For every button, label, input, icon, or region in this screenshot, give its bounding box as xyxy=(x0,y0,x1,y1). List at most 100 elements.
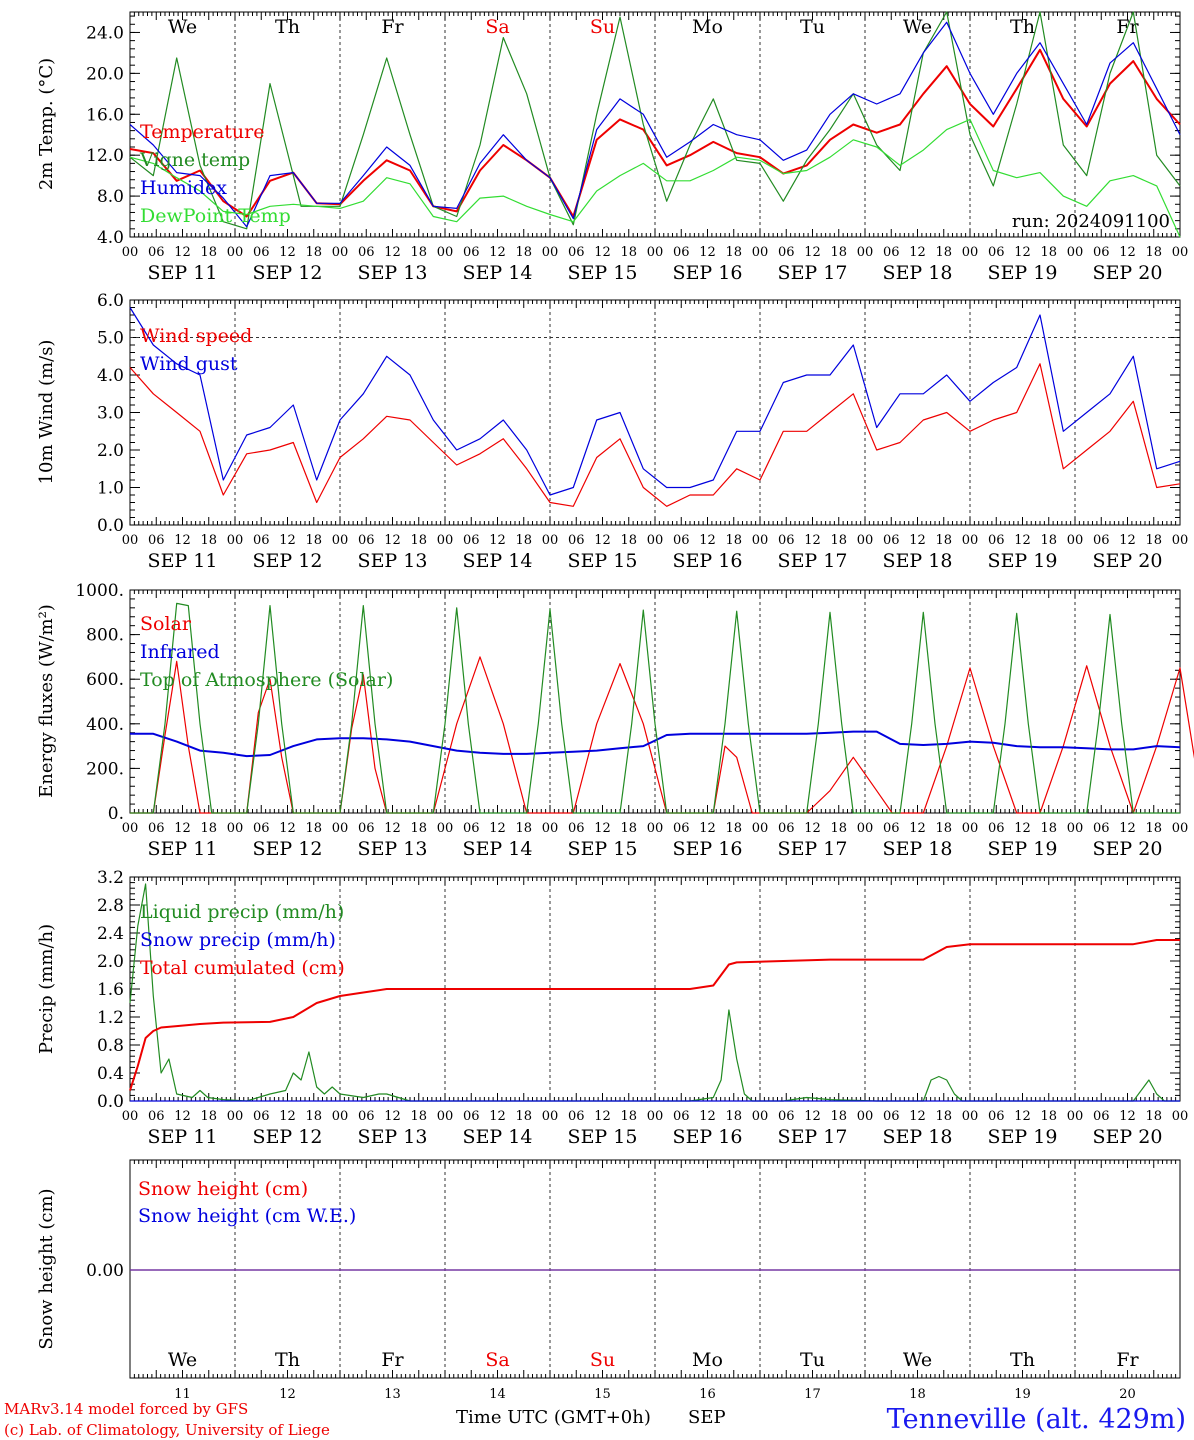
hour-label: 12 xyxy=(909,245,926,260)
hour-label: 00 xyxy=(1067,533,1084,548)
day-name: Tu xyxy=(800,1349,825,1371)
day-number: 20 xyxy=(1119,1387,1136,1402)
day-name: Th xyxy=(1010,1349,1035,1371)
hour-label: 06 xyxy=(988,1109,1005,1124)
date-label: SEP 18 xyxy=(883,262,953,284)
hour-label: 06 xyxy=(568,821,585,836)
hour-label: 18 xyxy=(410,1109,427,1124)
legend-entry: Solar xyxy=(140,613,192,635)
y-axis-label: Energy fluxes (W/m²) xyxy=(36,604,57,798)
hour-label: 00 xyxy=(227,245,244,260)
hour-label: 00 xyxy=(752,245,769,260)
hour-label: 06 xyxy=(778,821,795,836)
footer-model-credit: MARv3.14 model forced by GFS xyxy=(4,1400,248,1418)
series-line xyxy=(129,363,1181,507)
hour-label: 18 xyxy=(305,821,322,836)
hour-label: 12 xyxy=(909,1109,926,1124)
hour-label: 18 xyxy=(620,533,637,548)
hour-label: 18 xyxy=(1145,245,1162,260)
hour-label: 06 xyxy=(463,821,480,836)
hour-label: 00 xyxy=(857,533,874,548)
hour-label: 12 xyxy=(174,533,191,548)
hour-label: 18 xyxy=(1145,1109,1162,1124)
day-name: We xyxy=(903,1349,932,1371)
legend-entry: Humidex xyxy=(140,177,227,199)
date-label: SEP 16 xyxy=(673,1126,743,1148)
hour-label: 06 xyxy=(1093,245,1110,260)
legend-entry: Vigne temp xyxy=(139,149,250,171)
day-number: 15 xyxy=(594,1387,611,1402)
hour-label: 00 xyxy=(332,533,349,548)
date-label: SEP 17 xyxy=(778,838,848,860)
hour-label: 18 xyxy=(410,245,427,260)
hour-label: 12 xyxy=(489,533,506,548)
date-label: SEP 14 xyxy=(463,550,533,572)
day-name: Fr xyxy=(381,1349,404,1371)
legend-entry: DewPoint Temp xyxy=(140,205,291,227)
y-axis-label: 10m Wind (m/s) xyxy=(36,340,57,485)
hour-label: 18 xyxy=(725,533,742,548)
day-number: 11 xyxy=(174,1387,191,1402)
hour-label: 12 xyxy=(174,821,191,836)
y-tick-label: 2.4 xyxy=(97,924,124,944)
hour-label: 00 xyxy=(752,821,769,836)
hour-label: 00 xyxy=(227,821,244,836)
hour-label: 00 xyxy=(227,1109,244,1124)
hour-label: 12 xyxy=(384,533,401,548)
date-label: SEP 12 xyxy=(253,262,323,284)
hour-label: 00 xyxy=(1172,1109,1189,1124)
day-number: 16 xyxy=(699,1387,716,1402)
y-tick-label: 5.0 xyxy=(97,329,124,349)
hour-label: 00 xyxy=(647,245,664,260)
panel-2: 0.0 1.0 2.0 3.0 4.0 5.0 6.0 00 06 12 18 00 06 12 18 00 0… xyxy=(36,291,1188,572)
date-label: SEP 20 xyxy=(1093,262,1163,284)
hour-label: 00 xyxy=(1067,1109,1084,1124)
hour-label: 12 xyxy=(489,821,506,836)
run-annotation: run: 2024091100 xyxy=(1012,211,1170,232)
hour-label: 18 xyxy=(830,533,847,548)
hour-label: 18 xyxy=(1040,245,1057,260)
hour-label: 12 xyxy=(279,1109,296,1124)
day-name: Th xyxy=(275,1349,300,1371)
hour-label: 06 xyxy=(253,533,270,548)
hour-label: 12 xyxy=(699,245,716,260)
series-line xyxy=(130,730,1181,758)
hour-label: 06 xyxy=(358,245,375,260)
legend-entry: Temperature xyxy=(140,121,264,143)
x-axis-month: SEP xyxy=(688,1407,726,1428)
legend-entry: Wind gust xyxy=(140,353,238,375)
hour-label: 00 xyxy=(647,821,664,836)
legend-entry: Snow precip (mm/h) xyxy=(140,929,336,951)
hour-label: 06 xyxy=(673,245,690,260)
hour-label: 12 xyxy=(699,533,716,548)
hour-label: 06 xyxy=(463,245,480,260)
date-label: SEP 11 xyxy=(148,262,218,284)
hour-label: 06 xyxy=(148,533,165,548)
hour-label: 12 xyxy=(699,821,716,836)
hour-label: 12 xyxy=(804,1109,821,1124)
hour-label: 12 xyxy=(699,1109,716,1124)
hour-label: 06 xyxy=(148,821,165,836)
y-tick-label: 2.8 xyxy=(97,896,124,916)
panel-1: 4.0 8.0 12.0 16.0 20.0 24.0 00 06 12 18 00 06 12 18 00… xyxy=(36,11,1188,284)
hour-label: 18 xyxy=(620,1109,637,1124)
hour-label: 06 xyxy=(463,533,480,548)
hour-label: 06 xyxy=(358,821,375,836)
hour-label: 00 xyxy=(437,1109,454,1124)
hour-label: 06 xyxy=(253,821,270,836)
hour-label: 06 xyxy=(778,533,795,548)
date-label: SEP 16 xyxy=(673,550,743,572)
series-line xyxy=(129,939,1180,1091)
y-tick-label: 1.6 xyxy=(97,980,124,1000)
hour-label: 18 xyxy=(305,533,322,548)
date-label: SEP 20 xyxy=(1093,838,1163,860)
hour-label: 18 xyxy=(725,245,742,260)
y-tick-label: 4.0 xyxy=(97,366,124,386)
hour-label: 00 xyxy=(962,821,979,836)
day-number: 12 xyxy=(279,1387,296,1402)
day-name: Th xyxy=(275,16,300,38)
y-axis-label: 2m Temp. (°C) xyxy=(36,58,57,190)
panel-4: 0.0 0.4 0.8 1.2 1.6 2.0 2.4 2.8 3.2 00 06 12 18 00 06 1… xyxy=(36,868,1188,1148)
date-label: SEP 13 xyxy=(358,838,428,860)
